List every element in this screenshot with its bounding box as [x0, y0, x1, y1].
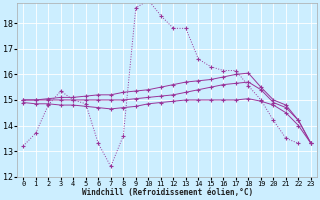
X-axis label: Windchill (Refroidissement éolien,°C): Windchill (Refroidissement éolien,°C)	[82, 188, 253, 197]
